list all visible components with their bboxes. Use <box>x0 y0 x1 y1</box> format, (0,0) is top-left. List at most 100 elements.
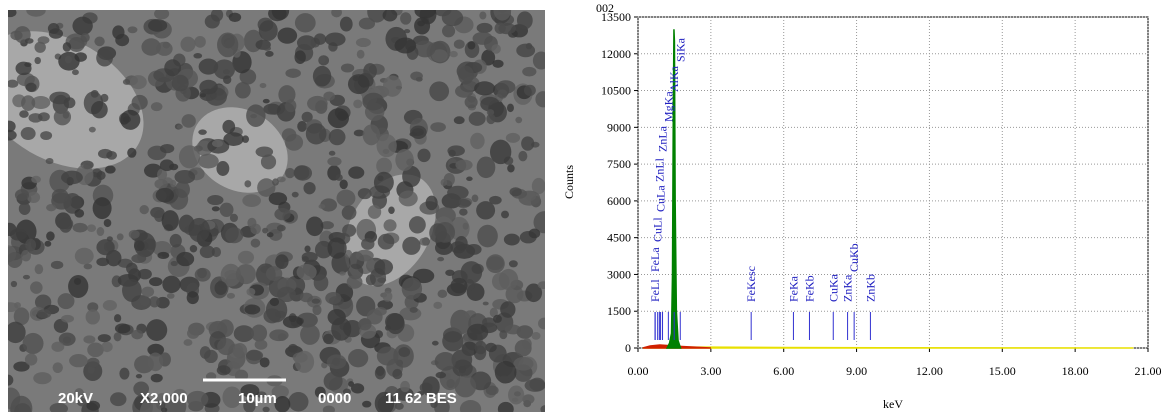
pore <box>499 375 509 384</box>
y-tick-label: 13500 <box>601 10 631 24</box>
pore <box>86 224 97 233</box>
pore <box>521 136 535 151</box>
pore <box>476 22 493 34</box>
pore <box>294 350 315 373</box>
pore <box>14 302 21 309</box>
element-label: AlKa <box>667 65 681 92</box>
pore <box>97 334 111 343</box>
pore <box>285 68 301 78</box>
pore <box>493 10 512 21</box>
caption-text: 11 62 BES <box>385 390 457 407</box>
y-tick-label: 6000 <box>607 194 631 208</box>
pore <box>382 10 398 22</box>
pore <box>68 275 89 298</box>
pore <box>240 384 260 398</box>
pore <box>197 153 219 169</box>
micrograph <box>8 10 545 412</box>
pore <box>128 229 140 239</box>
pore <box>299 292 313 303</box>
pore <box>53 108 72 126</box>
pore <box>162 275 181 294</box>
pore <box>138 268 152 280</box>
pore <box>339 179 348 190</box>
pore <box>260 154 277 170</box>
pore <box>122 79 131 85</box>
x-tick-label: 12.00 <box>916 364 943 378</box>
pore <box>518 150 528 162</box>
pore <box>247 217 257 229</box>
pore <box>285 167 295 179</box>
pore <box>263 308 281 324</box>
pore <box>259 83 267 89</box>
pore <box>468 111 486 126</box>
pore <box>323 333 334 345</box>
pore <box>244 304 261 315</box>
pore <box>477 224 498 248</box>
pore <box>242 194 261 208</box>
pore <box>358 17 376 30</box>
pore <box>51 341 65 352</box>
y-tick-label: 1500 <box>607 304 631 318</box>
pore <box>30 281 43 294</box>
pore <box>96 170 106 180</box>
pore <box>327 156 342 167</box>
pore <box>160 143 175 154</box>
pore <box>115 33 130 47</box>
pore <box>268 229 283 241</box>
caption-text: 20kV <box>58 390 93 407</box>
pore <box>85 309 101 325</box>
pore <box>50 260 64 270</box>
pore <box>80 32 90 43</box>
pore <box>480 96 500 112</box>
pore <box>301 111 313 123</box>
pore <box>13 307 30 326</box>
pore <box>373 171 394 194</box>
pore <box>301 251 318 263</box>
pore <box>254 339 268 350</box>
pore <box>166 293 175 299</box>
pore <box>413 268 435 284</box>
pore <box>293 165 313 181</box>
pore <box>59 217 73 233</box>
pore <box>327 108 349 129</box>
pore <box>311 298 321 304</box>
pore <box>61 170 83 185</box>
x-tick-label: 0.00 <box>628 364 649 378</box>
pore <box>401 277 423 300</box>
pore <box>394 402 404 410</box>
x-axis-label: keV <box>883 397 903 411</box>
pore <box>44 240 52 247</box>
pore <box>150 373 163 383</box>
pore <box>101 341 113 353</box>
x-tick-label: 21.00 <box>1135 364 1162 378</box>
pore <box>362 124 381 146</box>
y-tick-label: 7500 <box>607 157 631 171</box>
pore <box>72 69 79 76</box>
pore <box>494 22 506 34</box>
pore <box>450 277 468 294</box>
pore <box>96 49 113 67</box>
pore <box>8 129 17 141</box>
pore <box>169 233 182 248</box>
pore <box>357 188 372 200</box>
pore <box>154 10 170 20</box>
pore <box>172 388 187 402</box>
pore <box>26 10 46 17</box>
pore <box>154 210 165 223</box>
pore <box>175 181 190 199</box>
pore <box>456 198 471 208</box>
pore <box>226 292 236 299</box>
y-axis-label: Counts <box>562 165 576 199</box>
pore <box>394 37 417 54</box>
pore <box>110 392 127 407</box>
pore <box>271 385 289 399</box>
pore <box>14 189 30 201</box>
pore <box>205 372 217 381</box>
element-label: FeLl <box>648 279 662 302</box>
pore <box>15 61 32 76</box>
pore <box>523 84 536 97</box>
pore <box>505 132 521 143</box>
pore <box>434 398 450 412</box>
pore <box>431 49 448 63</box>
